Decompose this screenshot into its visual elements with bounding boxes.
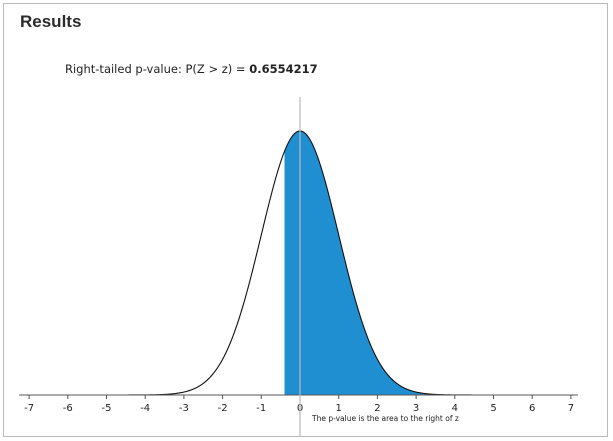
x-tick-label: 4: [452, 403, 458, 414]
x-tick-label: -5: [102, 403, 112, 414]
x-tick-label: -1: [256, 403, 266, 414]
x-tick-label: -4: [140, 403, 150, 414]
x-tick-label: 6: [529, 403, 535, 414]
x-tick-label: -6: [63, 403, 73, 414]
results-title: Results: [20, 12, 82, 31]
x-tick-label: 3: [413, 403, 419, 414]
x-tick-label: 2: [374, 403, 380, 414]
p-value-label: Right-tailed p-value: P(Z > z) =: [65, 62, 250, 76]
shaded-area-layer: [284, 131, 571, 395]
x-tick-label: -3: [179, 403, 189, 414]
p-value-number: 0.6554217: [249, 62, 318, 76]
p-value-text: Right-tailed p-value: P(Z > z) = 0.65542…: [65, 62, 318, 76]
x-tick-label: 7: [568, 403, 574, 414]
x-axis: -7-6-5-4-3-2-101234567: [19, 394, 578, 414]
x-tick-label: -2: [218, 403, 228, 414]
x-tick-label: 5: [490, 403, 496, 414]
shaded-p-value-area: [284, 131, 571, 395]
x-tick-label: 1: [336, 403, 342, 414]
p-value-annotation: The p-value is the area to the right of …: [311, 414, 459, 423]
x-tick-label: -7: [24, 403, 34, 414]
annotation-layer: The p-value is the area to the right of …: [311, 414, 459, 423]
